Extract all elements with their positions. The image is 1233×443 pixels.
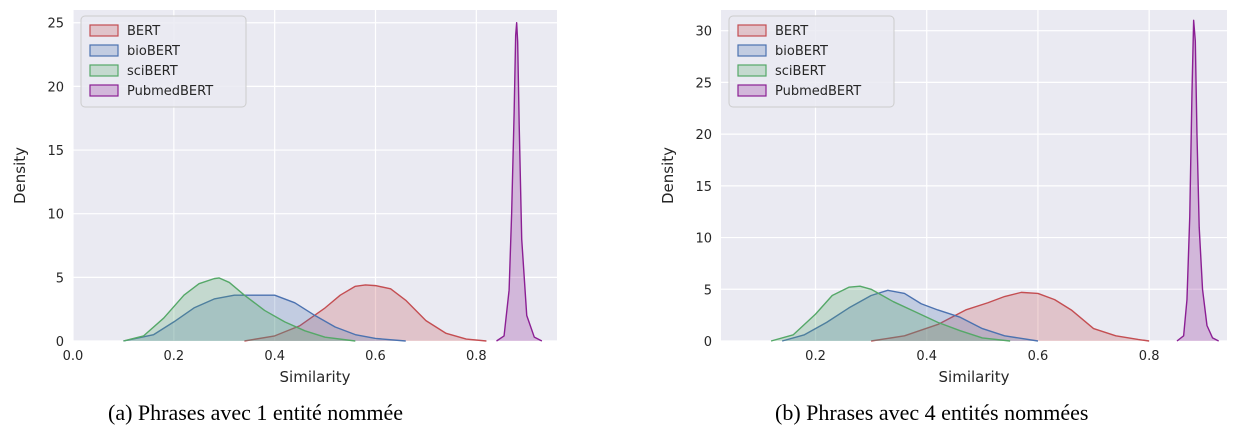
y-axis-label: Density [11,147,29,204]
y-tick-label: 25 [695,76,712,91]
chart-a: 0.0 0.2 0.4 0.6 0.8 0 5 10 15 20 25 Similarity Densi… [11,10,557,386]
legend: BERT bioBERT sciBERT PubmedBERT [728,15,895,108]
density-line-pubmedbert [496,22,543,342]
legend-swatch-scibert [89,64,119,77]
density-fill-bert [244,284,487,341]
legend-box [80,15,247,108]
density-fill-bert [871,292,1150,341]
legend-swatch-bert [737,24,767,37]
caption-a: (a) Phrases avec 1 entité nommée [108,400,404,425]
y-tick-label: 20 [47,80,64,95]
density-line-biobert [781,289,1039,342]
chart-b: 0.2 0.4 0.6 0.8 0 5 10 15 20 25 30 Similarity Densit… [659,10,1227,386]
y-tick-label: 15 [47,144,64,159]
legend-box [728,15,895,108]
legend-swatch-pubmedbert [737,84,767,97]
y-tick-label: 15 [695,180,712,195]
legend-swatch-biobert [89,44,119,57]
x-axis-label: Similarity [280,368,351,386]
legend-swatch-pubmedbert [89,84,119,97]
y-tick-label: 30 [695,25,712,40]
legend-swatch-bert [89,24,119,37]
density-line-pubmedbert [1176,19,1219,342]
legend-label-biobert: bioBERT [127,44,180,59]
legend-label-bert: BERT [127,24,160,39]
x-tick-label: 0.6 [365,349,386,364]
x-tick-label: 0.8 [1139,349,1160,364]
density-fill-scibert [123,277,356,341]
x-tick-label: 0.2 [805,349,826,364]
density-line-biobert [123,294,406,342]
y-tick-label: 0 [704,335,712,350]
y-tick-label: 20 [695,128,712,143]
x-tick-label: 0.8 [466,349,487,364]
density-line-scibert [123,277,356,342]
density-fill-pubmedbert [496,22,542,341]
y-tick-label: 5 [56,271,64,286]
x-tick-label: 0.4 [264,349,285,364]
legend-swatch-biobert [737,44,767,57]
x-tick-label: 0.4 [916,349,937,364]
y-tick-label: 25 [47,17,64,32]
y-tick-label: 10 [47,208,64,223]
legend-label-biobert: bioBERT [775,44,828,59]
x-tick-label: 0.6 [1028,349,1049,364]
legend-label-pubmedbert: PubmedBERT [775,84,861,99]
legend: BERT bioBERT sciBERT PubmedBERT [80,15,247,108]
x-tick-label: 0.0 [63,349,84,364]
legend-swatch-scibert [737,64,767,77]
y-tick-label: 5 [704,283,712,298]
x-tick-label: 0.2 [163,349,184,364]
density-line-bert [244,284,487,342]
legend-label-bert: BERT [775,24,808,39]
y-axis-label: Density [659,147,677,204]
density-fill-biobert [782,290,1038,341]
legend-label-scibert: sciBERT [127,64,178,79]
x-axis-label: Similarity [939,368,1010,386]
legend-label-scibert: sciBERT [775,64,826,79]
density-line-scibert [770,285,1011,342]
legend-label-pubmedbert: PubmedBERT [127,84,213,99]
density-fill-biobert [123,295,406,341]
density-line-bert [871,291,1150,342]
y-tick-label: 0 [56,335,64,350]
y-tick-label: 10 [695,232,712,247]
caption-b: (b) Phrases avec 4 entités nommées [775,400,1089,425]
